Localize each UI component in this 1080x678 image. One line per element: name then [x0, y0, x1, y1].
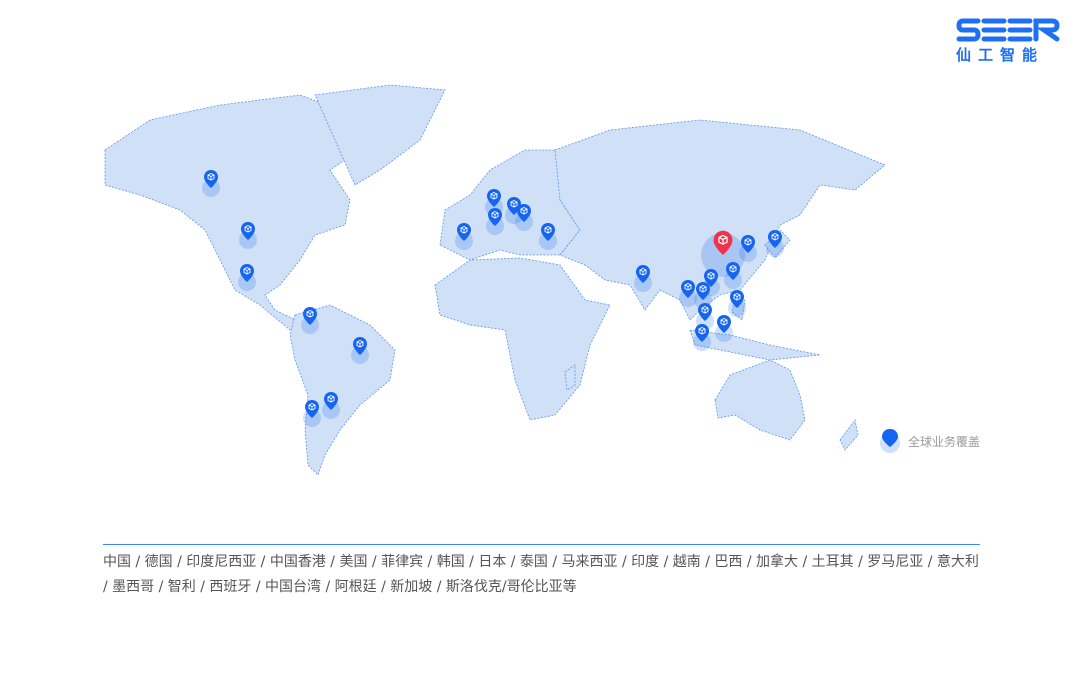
location-pin-office[interactable] [351, 337, 369, 364]
africa [434, 257, 611, 421]
location-pin-office[interactable] [202, 170, 220, 197]
greenland [314, 84, 446, 186]
location-pin-icon [880, 429, 900, 453]
location-pin-office[interactable] [739, 235, 757, 262]
location-pin-office[interactable] [694, 282, 712, 309]
location-pin-office[interactable] [539, 223, 557, 250]
australia [714, 359, 806, 441]
location-pin-office[interactable] [724, 262, 742, 289]
location-pin-office[interactable] [634, 265, 652, 292]
location-pin-office[interactable] [486, 208, 504, 235]
world-map [104, 84, 886, 476]
location-pin-office[interactable] [693, 324, 711, 351]
map-legend: 全球业务覆盖 [880, 428, 980, 454]
madagascar [564, 364, 576, 391]
seer-logo-mark [956, 18, 1060, 42]
location-pin-office[interactable] [679, 280, 697, 307]
legend-label: 全球业务覆盖 [908, 434, 981, 449]
south-america [289, 304, 396, 476]
countries-list: 中国 / 德国 / 印度尼西亚 / 中国香港 / 美国 / 菲律宾 / 韩国 /… [103, 554, 979, 595]
location-pin-office[interactable] [766, 230, 784, 257]
location-pin-office[interactable] [728, 290, 746, 317]
location-pin-office[interactable] [515, 204, 533, 231]
asia [554, 119, 886, 321]
location-pin-office[interactable] [238, 264, 256, 291]
logo-subtitle: 仙工智能 [956, 46, 1045, 64]
divider [103, 544, 980, 545]
indonesia [689, 329, 821, 361]
seer-logo: 仙工智能 [956, 18, 1062, 65]
location-pin-office[interactable] [239, 222, 257, 249]
location-pin-office[interactable] [322, 392, 340, 419]
location-pin-office[interactable] [715, 315, 733, 342]
new-zealand [839, 419, 859, 451]
location-pin-office[interactable] [301, 307, 319, 334]
north-america [104, 94, 361, 331]
location-pin-office[interactable] [303, 400, 321, 427]
location-pin-office[interactable] [455, 223, 473, 250]
